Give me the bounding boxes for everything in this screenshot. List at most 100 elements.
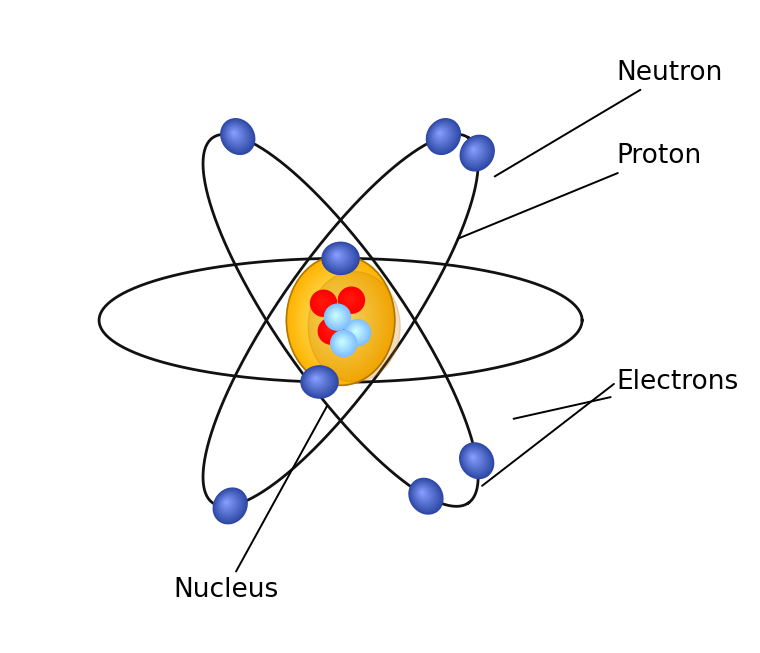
Ellipse shape bbox=[327, 246, 352, 268]
Circle shape bbox=[333, 313, 339, 319]
Circle shape bbox=[332, 311, 340, 320]
Circle shape bbox=[318, 298, 326, 306]
Circle shape bbox=[335, 315, 337, 316]
Circle shape bbox=[321, 321, 341, 341]
Ellipse shape bbox=[466, 142, 485, 161]
Ellipse shape bbox=[471, 148, 476, 152]
Circle shape bbox=[340, 340, 344, 343]
Ellipse shape bbox=[340, 319, 341, 321]
Circle shape bbox=[347, 296, 352, 301]
Ellipse shape bbox=[304, 276, 377, 364]
Ellipse shape bbox=[467, 451, 482, 467]
Ellipse shape bbox=[413, 483, 437, 508]
Ellipse shape bbox=[220, 495, 236, 513]
Circle shape bbox=[315, 295, 331, 310]
Ellipse shape bbox=[426, 119, 461, 154]
Ellipse shape bbox=[463, 138, 490, 167]
Ellipse shape bbox=[302, 367, 336, 396]
Ellipse shape bbox=[312, 285, 369, 355]
Circle shape bbox=[344, 293, 356, 305]
Ellipse shape bbox=[226, 125, 245, 144]
Ellipse shape bbox=[296, 266, 385, 374]
Ellipse shape bbox=[226, 502, 227, 503]
Circle shape bbox=[331, 311, 341, 321]
Ellipse shape bbox=[327, 304, 354, 336]
Ellipse shape bbox=[309, 283, 372, 358]
Ellipse shape bbox=[313, 376, 320, 382]
Circle shape bbox=[340, 289, 362, 311]
Ellipse shape bbox=[336, 254, 337, 255]
Ellipse shape bbox=[332, 251, 344, 261]
Ellipse shape bbox=[324, 244, 356, 272]
Ellipse shape bbox=[464, 140, 487, 164]
Ellipse shape bbox=[316, 291, 365, 349]
Ellipse shape bbox=[320, 295, 362, 345]
Ellipse shape bbox=[461, 445, 491, 475]
Circle shape bbox=[337, 338, 347, 347]
Ellipse shape bbox=[306, 370, 330, 391]
Ellipse shape bbox=[325, 244, 355, 271]
Ellipse shape bbox=[299, 271, 382, 370]
Circle shape bbox=[344, 320, 371, 345]
Ellipse shape bbox=[416, 486, 430, 502]
Ellipse shape bbox=[430, 123, 454, 148]
Ellipse shape bbox=[409, 479, 443, 514]
Circle shape bbox=[332, 332, 355, 355]
Circle shape bbox=[340, 340, 344, 344]
Circle shape bbox=[327, 326, 333, 332]
Circle shape bbox=[317, 296, 328, 308]
Ellipse shape bbox=[320, 296, 361, 345]
Ellipse shape bbox=[312, 286, 369, 355]
Ellipse shape bbox=[461, 443, 492, 477]
Circle shape bbox=[318, 298, 327, 306]
Ellipse shape bbox=[410, 479, 442, 513]
Ellipse shape bbox=[334, 253, 340, 259]
Circle shape bbox=[311, 291, 337, 316]
Ellipse shape bbox=[330, 308, 351, 333]
Ellipse shape bbox=[472, 148, 475, 151]
Ellipse shape bbox=[463, 138, 489, 166]
Ellipse shape bbox=[439, 132, 440, 134]
Circle shape bbox=[347, 296, 353, 302]
Circle shape bbox=[338, 287, 365, 313]
Ellipse shape bbox=[300, 272, 382, 369]
Circle shape bbox=[324, 324, 337, 337]
Circle shape bbox=[320, 320, 342, 342]
Ellipse shape bbox=[466, 449, 484, 469]
Circle shape bbox=[328, 327, 332, 332]
Circle shape bbox=[337, 337, 348, 348]
Ellipse shape bbox=[418, 488, 429, 500]
Ellipse shape bbox=[434, 127, 448, 142]
Ellipse shape bbox=[323, 244, 357, 273]
Ellipse shape bbox=[461, 136, 493, 170]
Ellipse shape bbox=[305, 370, 332, 392]
Ellipse shape bbox=[225, 501, 228, 504]
Ellipse shape bbox=[305, 278, 376, 363]
Ellipse shape bbox=[332, 311, 349, 330]
Ellipse shape bbox=[339, 319, 342, 322]
Ellipse shape bbox=[318, 293, 363, 347]
Ellipse shape bbox=[420, 490, 425, 496]
Ellipse shape bbox=[303, 368, 334, 394]
Ellipse shape bbox=[332, 310, 350, 331]
Ellipse shape bbox=[334, 312, 347, 328]
Circle shape bbox=[334, 334, 353, 353]
Ellipse shape bbox=[229, 128, 242, 140]
Ellipse shape bbox=[439, 131, 442, 135]
Ellipse shape bbox=[223, 499, 231, 507]
Ellipse shape bbox=[315, 289, 366, 351]
Ellipse shape bbox=[330, 249, 347, 264]
Ellipse shape bbox=[334, 313, 347, 328]
Circle shape bbox=[334, 334, 352, 351]
Ellipse shape bbox=[224, 123, 249, 148]
Ellipse shape bbox=[308, 272, 401, 382]
Ellipse shape bbox=[226, 124, 247, 146]
Ellipse shape bbox=[231, 131, 238, 136]
Ellipse shape bbox=[216, 490, 243, 520]
Circle shape bbox=[315, 295, 330, 310]
Ellipse shape bbox=[436, 130, 444, 138]
Circle shape bbox=[322, 322, 339, 339]
Ellipse shape bbox=[309, 372, 327, 388]
Ellipse shape bbox=[470, 454, 477, 461]
Ellipse shape bbox=[331, 249, 346, 263]
